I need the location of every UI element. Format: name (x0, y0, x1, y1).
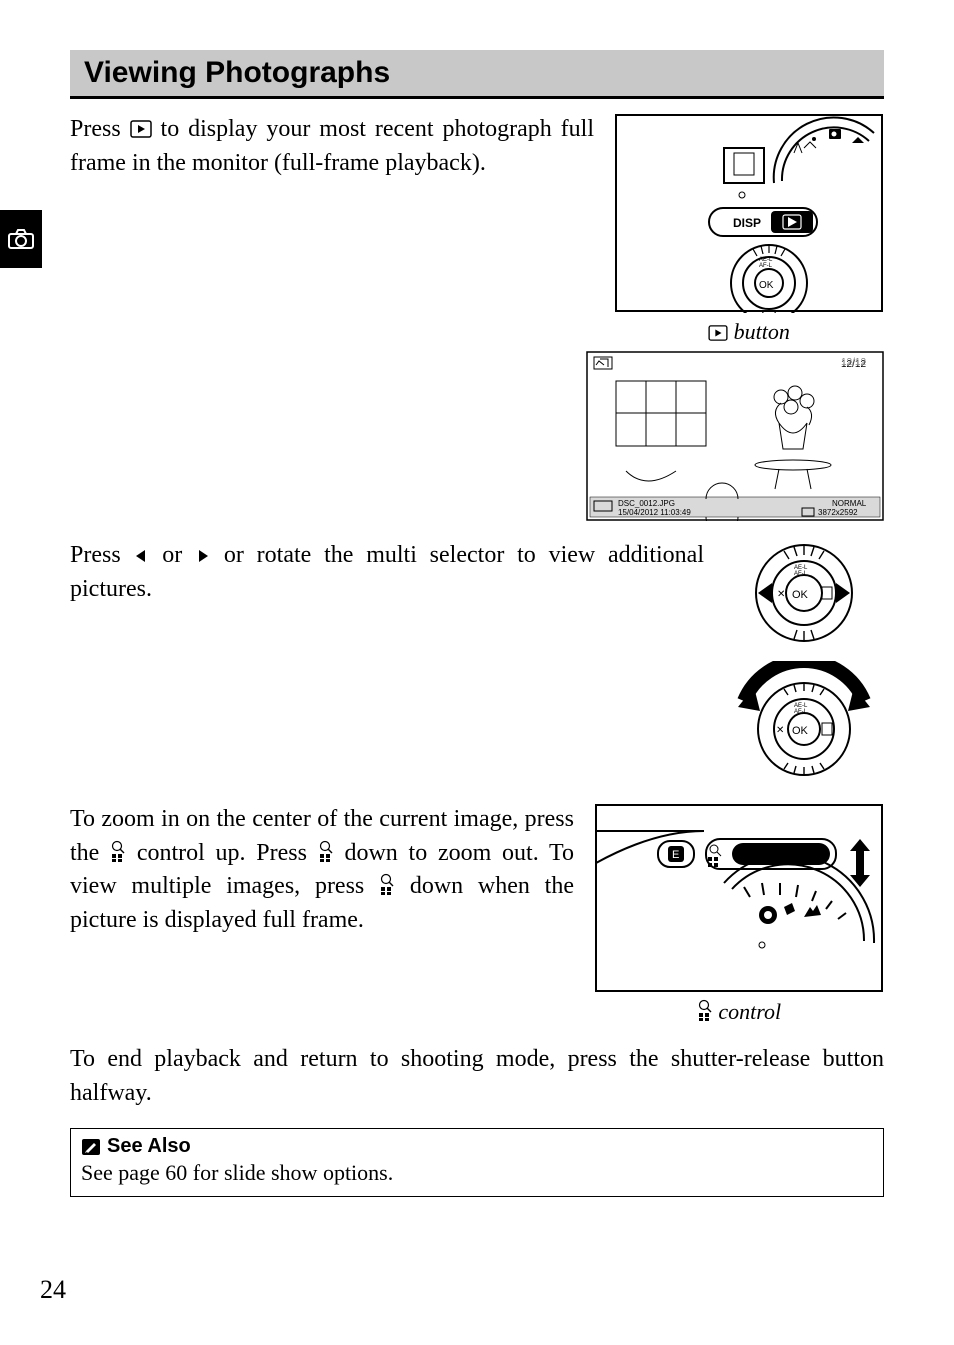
svg-text:✕: ✕ (777, 589, 785, 600)
para2-mid1: or (149, 542, 195, 568)
zoom-control-col: E (594, 803, 884, 1025)
see-also-box: See Also See page 60 for slide show opti… (70, 1128, 884, 1197)
zoom-caption-text: control (713, 999, 781, 1024)
left-arrow-icon (133, 548, 149, 564)
row-zoom: To zoom in on the center of the current … (70, 803, 884, 1025)
intro-paragraph: Press to display your most recent photog… (70, 113, 594, 180)
zoom-icon (379, 873, 395, 895)
monitor-filename: DSC_0012.JPG (618, 499, 675, 508)
svg-text:✕: ✕ (776, 725, 784, 736)
multiselector-paragraph: Press or or rotate the multi selector to… (70, 539, 704, 606)
camera-back-illustration-col: DISP OK AE-L AF-L (614, 113, 884, 345)
zoom-icon (110, 840, 126, 862)
section-heading-bar: Viewing Photographs (70, 50, 884, 99)
svg-text:AF-L: AF-L (794, 571, 808, 577)
pencil-icon (81, 1138, 101, 1156)
svg-text:12/12: 12/12 (841, 357, 866, 368)
svg-text:OK: OK (792, 725, 809, 737)
camera-top-zoom: E (594, 803, 884, 993)
zoom-icon (697, 999, 713, 1021)
see-also-heading: See Also (81, 1135, 873, 1158)
row-monitor: 12/12 12/12 DSC_0012.JPG (70, 351, 884, 521)
multi-selector-icons-col: OK AE-L AF-L ✕ OK AE-L AF-L (724, 539, 884, 779)
see-also-body: See page 60 for slide show options. (81, 1160, 873, 1186)
svg-text:OK: OK (759, 280, 774, 291)
page-number: 24 (40, 1275, 66, 1305)
section-heading: Viewing Photographs (84, 56, 870, 90)
svg-text:AF-L: AF-L (794, 709, 808, 715)
playback-icon (708, 325, 728, 341)
monitor-quality: NORMAL (832, 499, 867, 508)
end-playback-paragraph: To end playback and return to shooting m… (70, 1043, 884, 1110)
monitor-size: 3872x2592 (818, 508, 858, 517)
svg-text:OK: OK (792, 589, 809, 601)
zoom-paragraph: To zoom in on the center of the current … (70, 803, 574, 937)
playback-button-caption: button (708, 319, 790, 345)
para3-mid1: control up. Press (126, 840, 318, 866)
zoom-icon (318, 840, 334, 862)
multi-selector-lr: OK AE-L AF-L ✕ (744, 539, 864, 647)
right-arrow-icon (195, 548, 211, 564)
see-also-title: See Also (107, 1135, 191, 1158)
row-intro: Press to display your most recent photog… (70, 113, 884, 345)
svg-text:E: E (672, 849, 679, 861)
playback-icon (130, 120, 152, 138)
caption-text: button (728, 319, 790, 344)
svg-text:AF-L: AF-L (759, 263, 773, 269)
zoom-control-caption: control (697, 999, 781, 1025)
para4-text: To end playback and return to shooting m… (70, 1046, 884, 1106)
camera-back-illustration: DISP OK AE-L AF-L (614, 113, 884, 313)
para1-pre: Press (70, 116, 130, 142)
row-multiselector: Press or or rotate the multi selector to… (70, 539, 884, 779)
para2-pre: Press (70, 542, 133, 568)
monitor-sample-illustration: 12/12 12/12 DSC_0012.JPG (586, 351, 884, 521)
svg-text:DISP: DISP (733, 216, 761, 230)
multi-selector-rotate: OK AE-L AF-L ✕ (724, 661, 884, 779)
side-tab-camera (0, 210, 42, 268)
monitor-datetime: 15/04/2012 11:03:49 (618, 508, 691, 517)
